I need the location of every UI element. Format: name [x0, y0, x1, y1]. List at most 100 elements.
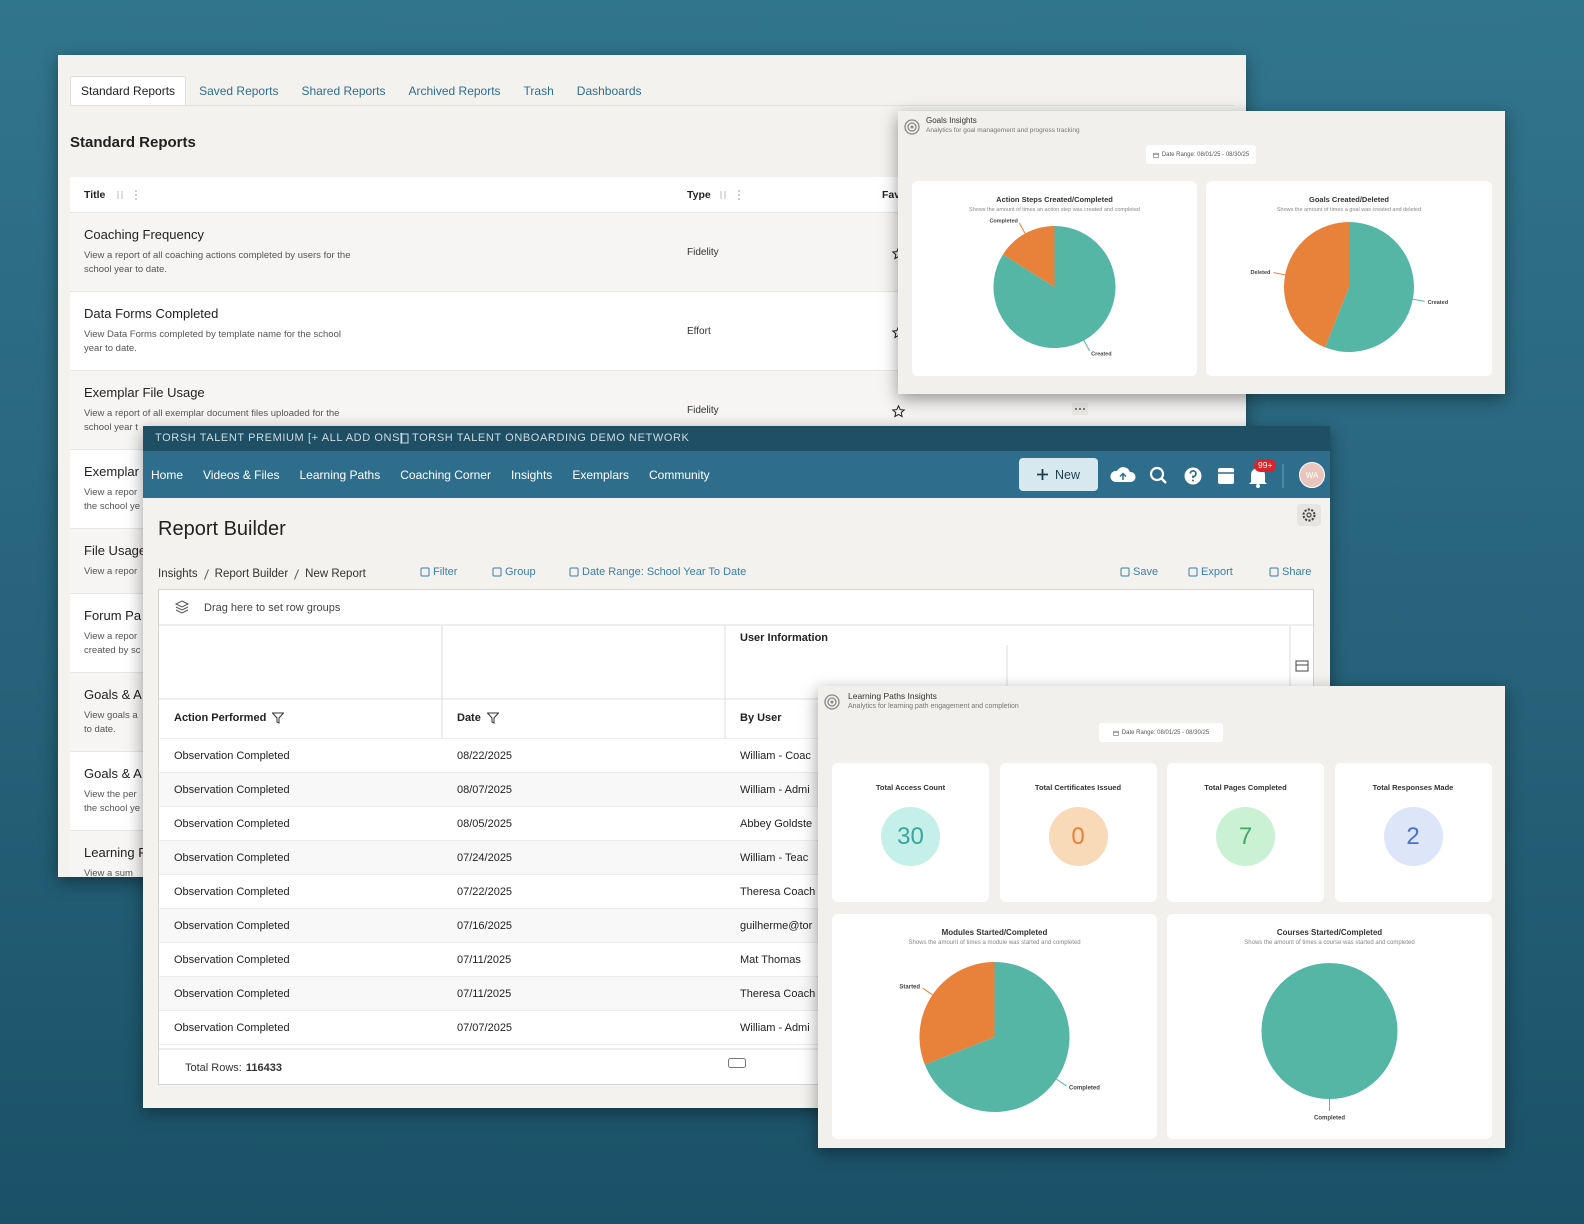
toolbar-label: Share — [1282, 566, 1312, 578]
toolbar-icon — [492, 567, 502, 577]
column-group-header: User Information — [740, 632, 829, 644]
menu-dot — [135, 190, 137, 192]
icon-shape — [1153, 152, 1159, 158]
chart-subtitle: Shows the amount of times an action step… — [969, 206, 1140, 213]
report-description: school year to date. — [84, 264, 167, 275]
gear-hole — [1306, 512, 1312, 518]
report-description: year to date. — [84, 343, 137, 354]
nav-link[interactable]: Home — [151, 467, 184, 482]
report-title: Learning P — [84, 845, 147, 860]
search-icon — [1160, 477, 1167, 484]
grid-cell: Theresa Coach — [740, 988, 816, 1000]
sort-icon — [720, 191, 726, 199]
grid-cell: 07/16/2025 — [457, 920, 513, 932]
report-description: View a repor — [84, 566, 138, 577]
pie-label: Completed — [989, 218, 1017, 224]
grid-cell: William - Admi — [740, 784, 810, 796]
pie-label: Created — [1428, 300, 1448, 306]
avatar[interactable]: WA — [1299, 462, 1325, 488]
star — [891, 404, 906, 418]
account-strip: TORSH TALENT PREMIUM [+ ALL ADD ONS] TORS… — [143, 426, 1330, 451]
grid-column-label: Action Performed — [174, 712, 267, 724]
icon-ring — [904, 119, 920, 135]
plan-name: TORSH TALENT PREMIUM [+ ALL ADD ONS] — [155, 432, 404, 444]
date-range-pill: Date Range: 08/01/25 - 08/30/25 — [1146, 145, 1256, 164]
nav-bar: Home Videos & Files Learning Paths Coaching… — [143, 451, 1330, 498]
pie-label: Completed — [1314, 1116, 1345, 1122]
nav-link[interactable]: Learning Paths — [299, 467, 381, 482]
section-heading: Standard Reports — [70, 134, 196, 151]
grid-cell: Observation Completed — [174, 920, 290, 932]
tab[interactable]: Archived Reports — [408, 83, 501, 98]
menu-dot — [738, 198, 740, 200]
pie-label: Started — [899, 985, 920, 991]
panel-subtitle: Analytics for goal management and progre… — [926, 127, 1080, 134]
icon-dot — [830, 700, 834, 704]
nav-link[interactable]: Videos & Files — [203, 467, 280, 482]
tab[interactable]: Trash — [523, 83, 554, 98]
grid-column-header[interactable]: Action Performed — [174, 712, 285, 724]
toolbar-icon — [420, 567, 430, 577]
breadcrumb-item[interactable]: Report Builder — [214, 568, 289, 580]
nav-link[interactable]: Coaching Corner — [400, 467, 491, 482]
tab[interactable]: Dashboards — [576, 83, 642, 98]
menu-dot — [1083, 407, 1085, 410]
grid-cell: Abbey Goldste — [740, 818, 813, 830]
grid-column-header[interactable]: By User — [740, 712, 782, 724]
nav-link[interactable]: Community — [649, 467, 710, 482]
grid-cell: 08/22/2025 — [457, 750, 513, 762]
chart-card: Modules Started/Completed Shows the amoun… — [832, 914, 1157, 1139]
grid-cell: guilherme@tor — [740, 920, 813, 932]
grid-cell: 08/05/2025 — [457, 818, 513, 830]
grid-cell: Observation Completed — [174, 1022, 290, 1034]
grid-column-header[interactable]: Date — [457, 712, 499, 724]
toolbar-label: Save — [1133, 566, 1159, 578]
toolbar-button[interactable]: Date Range: School Year To Date — [569, 566, 746, 578]
report-description: View the per — [84, 789, 137, 800]
tab[interactable]: Standard Reports — [70, 76, 187, 105]
grid-cell: 07/22/2025 — [457, 886, 513, 898]
network-icon — [400, 433, 409, 444]
icon-shape — [272, 712, 285, 724]
tab[interactable]: Shared Reports — [301, 83, 386, 98]
settings-bg — [1297, 504, 1321, 526]
menu-dot — [135, 198, 137, 200]
report-title: File Usage — [84, 543, 147, 558]
toolbar-label: Export — [1201, 566, 1233, 578]
page-title: Report Builder — [158, 518, 286, 540]
grid-footer: Total Rows: 116433 — [185, 1062, 282, 1074]
chart-title: Goals Created/Deleted — [1308, 195, 1390, 204]
chart-title: Action Steps Created/Completed — [996, 195, 1113, 204]
nav-link[interactable]: Insights — [510, 467, 553, 482]
notification-badge[interactable]: 99+ — [1254, 459, 1277, 472]
calendar-icon — [1113, 730, 1119, 736]
pie-slice — [1325, 222, 1414, 352]
date-range-text: Date Range: 08/01/25 - 08/30/25 — [1121, 729, 1210, 736]
grid-cell: Observation Completed — [174, 784, 290, 796]
stat-card: Total Responses Made 2 — [1334, 763, 1492, 902]
icon-shape — [294, 568, 300, 580]
report-description: to date. — [84, 724, 116, 735]
breadcrumb-item[interactable]: New Report — [305, 568, 366, 580]
row-group-icon — [174, 600, 190, 614]
pie-leader — [922, 987, 933, 996]
toolbar-button[interactable]: Export — [1188, 566, 1233, 578]
menu-dot — [135, 194, 137, 196]
toolbar-button[interactable]: Save — [1120, 566, 1158, 578]
toolbar-button[interactable]: Group — [492, 566, 536, 578]
nav-link[interactable]: Exemplars — [572, 467, 629, 482]
total-value: 116433 — [245, 1062, 282, 1074]
new-button[interactable]: New — [1019, 458, 1098, 491]
icon-shape — [486, 712, 499, 724]
breadcrumb: Insights Report Builder New Report — [158, 568, 366, 580]
toolbar-button[interactable]: Filter — [420, 566, 457, 578]
report-description: created by sc — [84, 645, 141, 656]
icon-shape — [728, 1058, 746, 1068]
nav-icons — [1110, 464, 1284, 488]
breadcrumb-separator — [294, 568, 300, 580]
tab[interactable]: Saved Reports — [199, 83, 279, 98]
toolbar-button[interactable]: Share — [1269, 566, 1311, 578]
chart-title: Courses Started/Completed — [1276, 928, 1383, 937]
breadcrumb-item[interactable]: Insights — [158, 568, 198, 580]
report-title: Coaching Frequency — [84, 227, 204, 242]
